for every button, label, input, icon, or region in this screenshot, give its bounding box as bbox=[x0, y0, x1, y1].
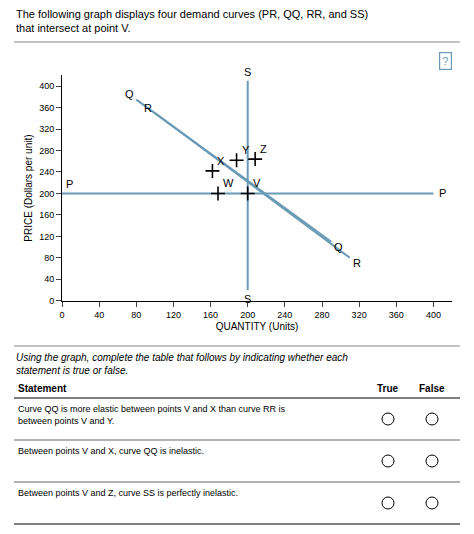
svg-text:80: 80 bbox=[44, 253, 54, 263]
svg-text:120: 120 bbox=[166, 310, 181, 320]
svg-text:160: 160 bbox=[203, 310, 218, 320]
svg-text:40: 40 bbox=[44, 274, 54, 284]
svg-text:QUANTITY (Units): QUANTITY (Units) bbox=[216, 321, 299, 332]
svg-text:S: S bbox=[244, 66, 251, 78]
svg-text:360: 360 bbox=[389, 310, 404, 320]
svg-text:True: True bbox=[377, 383, 399, 394]
svg-text:200: 200 bbox=[240, 310, 255, 320]
svg-text:320: 320 bbox=[352, 310, 367, 320]
svg-text:Curve QQ is more elastic betwe: Curve QQ is more elastic between points … bbox=[18, 404, 286, 426]
svg-text:280: 280 bbox=[39, 146, 54, 156]
svg-text:400: 400 bbox=[426, 310, 441, 320]
svg-text:Z: Z bbox=[260, 143, 267, 155]
svg-text:80: 80 bbox=[131, 310, 141, 320]
svg-text:400: 400 bbox=[39, 81, 54, 91]
svg-text:Statement: Statement bbox=[18, 383, 67, 394]
svg-text:The following graph displays f: The following graph displays four demand… bbox=[16, 8, 368, 34]
svg-text:Q: Q bbox=[125, 88, 134, 100]
svg-text:240: 240 bbox=[277, 310, 292, 320]
svg-text:X: X bbox=[217, 155, 225, 167]
svg-text:V: V bbox=[253, 177, 261, 189]
svg-text:R: R bbox=[353, 257, 361, 269]
svg-text:160: 160 bbox=[39, 210, 54, 220]
svg-text:Q: Q bbox=[334, 241, 343, 253]
svg-text:R: R bbox=[144, 102, 152, 114]
svg-text:P: P bbox=[66, 178, 73, 190]
svg-text:Y: Y bbox=[242, 144, 250, 156]
svg-text:120: 120 bbox=[39, 232, 54, 242]
svg-text:Using the graph, complete the: Using the graph, complete the table that… bbox=[16, 352, 348, 376]
svg-text:40: 40 bbox=[94, 310, 104, 320]
svg-text:360: 360 bbox=[39, 103, 54, 113]
svg-text:0: 0 bbox=[49, 296, 54, 306]
svg-text:Between points V and Z, curve: Between points V and Z, curve SS is perf… bbox=[18, 488, 238, 498]
svg-text:200: 200 bbox=[39, 189, 54, 199]
svg-text:False: False bbox=[419, 383, 445, 394]
svg-text:PRICE (Dollars per unit): PRICE (Dollars per unit) bbox=[23, 134, 34, 241]
svg-text:320: 320 bbox=[39, 124, 54, 134]
svg-text:W: W bbox=[223, 177, 234, 189]
svg-text:S: S bbox=[244, 293, 251, 305]
svg-text:?: ? bbox=[442, 55, 448, 67]
svg-text:P: P bbox=[439, 187, 446, 199]
svg-text:Between points V and X, curve: Between points V and X, curve QQ is inel… bbox=[18, 446, 204, 456]
svg-text:240: 240 bbox=[39, 167, 54, 177]
svg-text:280: 280 bbox=[314, 310, 329, 320]
svg-text:0: 0 bbox=[59, 310, 64, 320]
